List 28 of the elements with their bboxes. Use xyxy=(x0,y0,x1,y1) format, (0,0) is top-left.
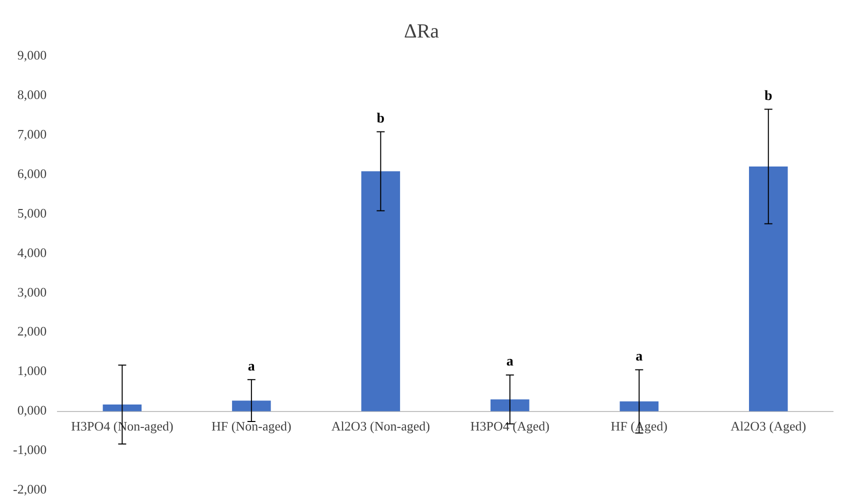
bar xyxy=(102,404,142,412)
y-tick-label: 4,000 xyxy=(17,244,47,260)
y-tick-label: 1,000 xyxy=(17,363,47,378)
bar xyxy=(748,166,788,412)
x-tick-label: HF (Non-aged) xyxy=(212,418,292,434)
y-tick-label: 9,000 xyxy=(17,47,47,62)
y-tick-label: 2,000 xyxy=(17,324,47,339)
x-tick-label: Al2O3 (Aged) xyxy=(730,418,806,434)
bar xyxy=(620,401,659,412)
y-tick-label: 5,000 xyxy=(17,205,47,220)
bar xyxy=(232,400,271,412)
bar xyxy=(361,171,400,412)
chart-title: ΔRa xyxy=(404,20,440,42)
x-tick-label: H3PO4 (Aged) xyxy=(470,418,550,434)
y-tick-label: 0,000 xyxy=(17,402,47,418)
y-tick-label: -1,000 xyxy=(12,442,47,458)
x-tick-label: Al2O3 (Non-aged) xyxy=(331,418,430,434)
annotation: b xyxy=(376,111,385,126)
y-tick-label: 8,000 xyxy=(17,86,47,102)
y-tick-label: 6,000 xyxy=(17,166,47,181)
y-tick-label: 3,000 xyxy=(17,284,47,300)
annotation: a xyxy=(506,354,514,370)
y-tick-label: 7,000 xyxy=(17,126,47,142)
y-tick-label: -2,000 xyxy=(12,482,47,497)
bar xyxy=(490,399,530,412)
annotation: a xyxy=(636,349,643,364)
annotation: b xyxy=(764,88,772,104)
annotation: a xyxy=(248,359,255,374)
